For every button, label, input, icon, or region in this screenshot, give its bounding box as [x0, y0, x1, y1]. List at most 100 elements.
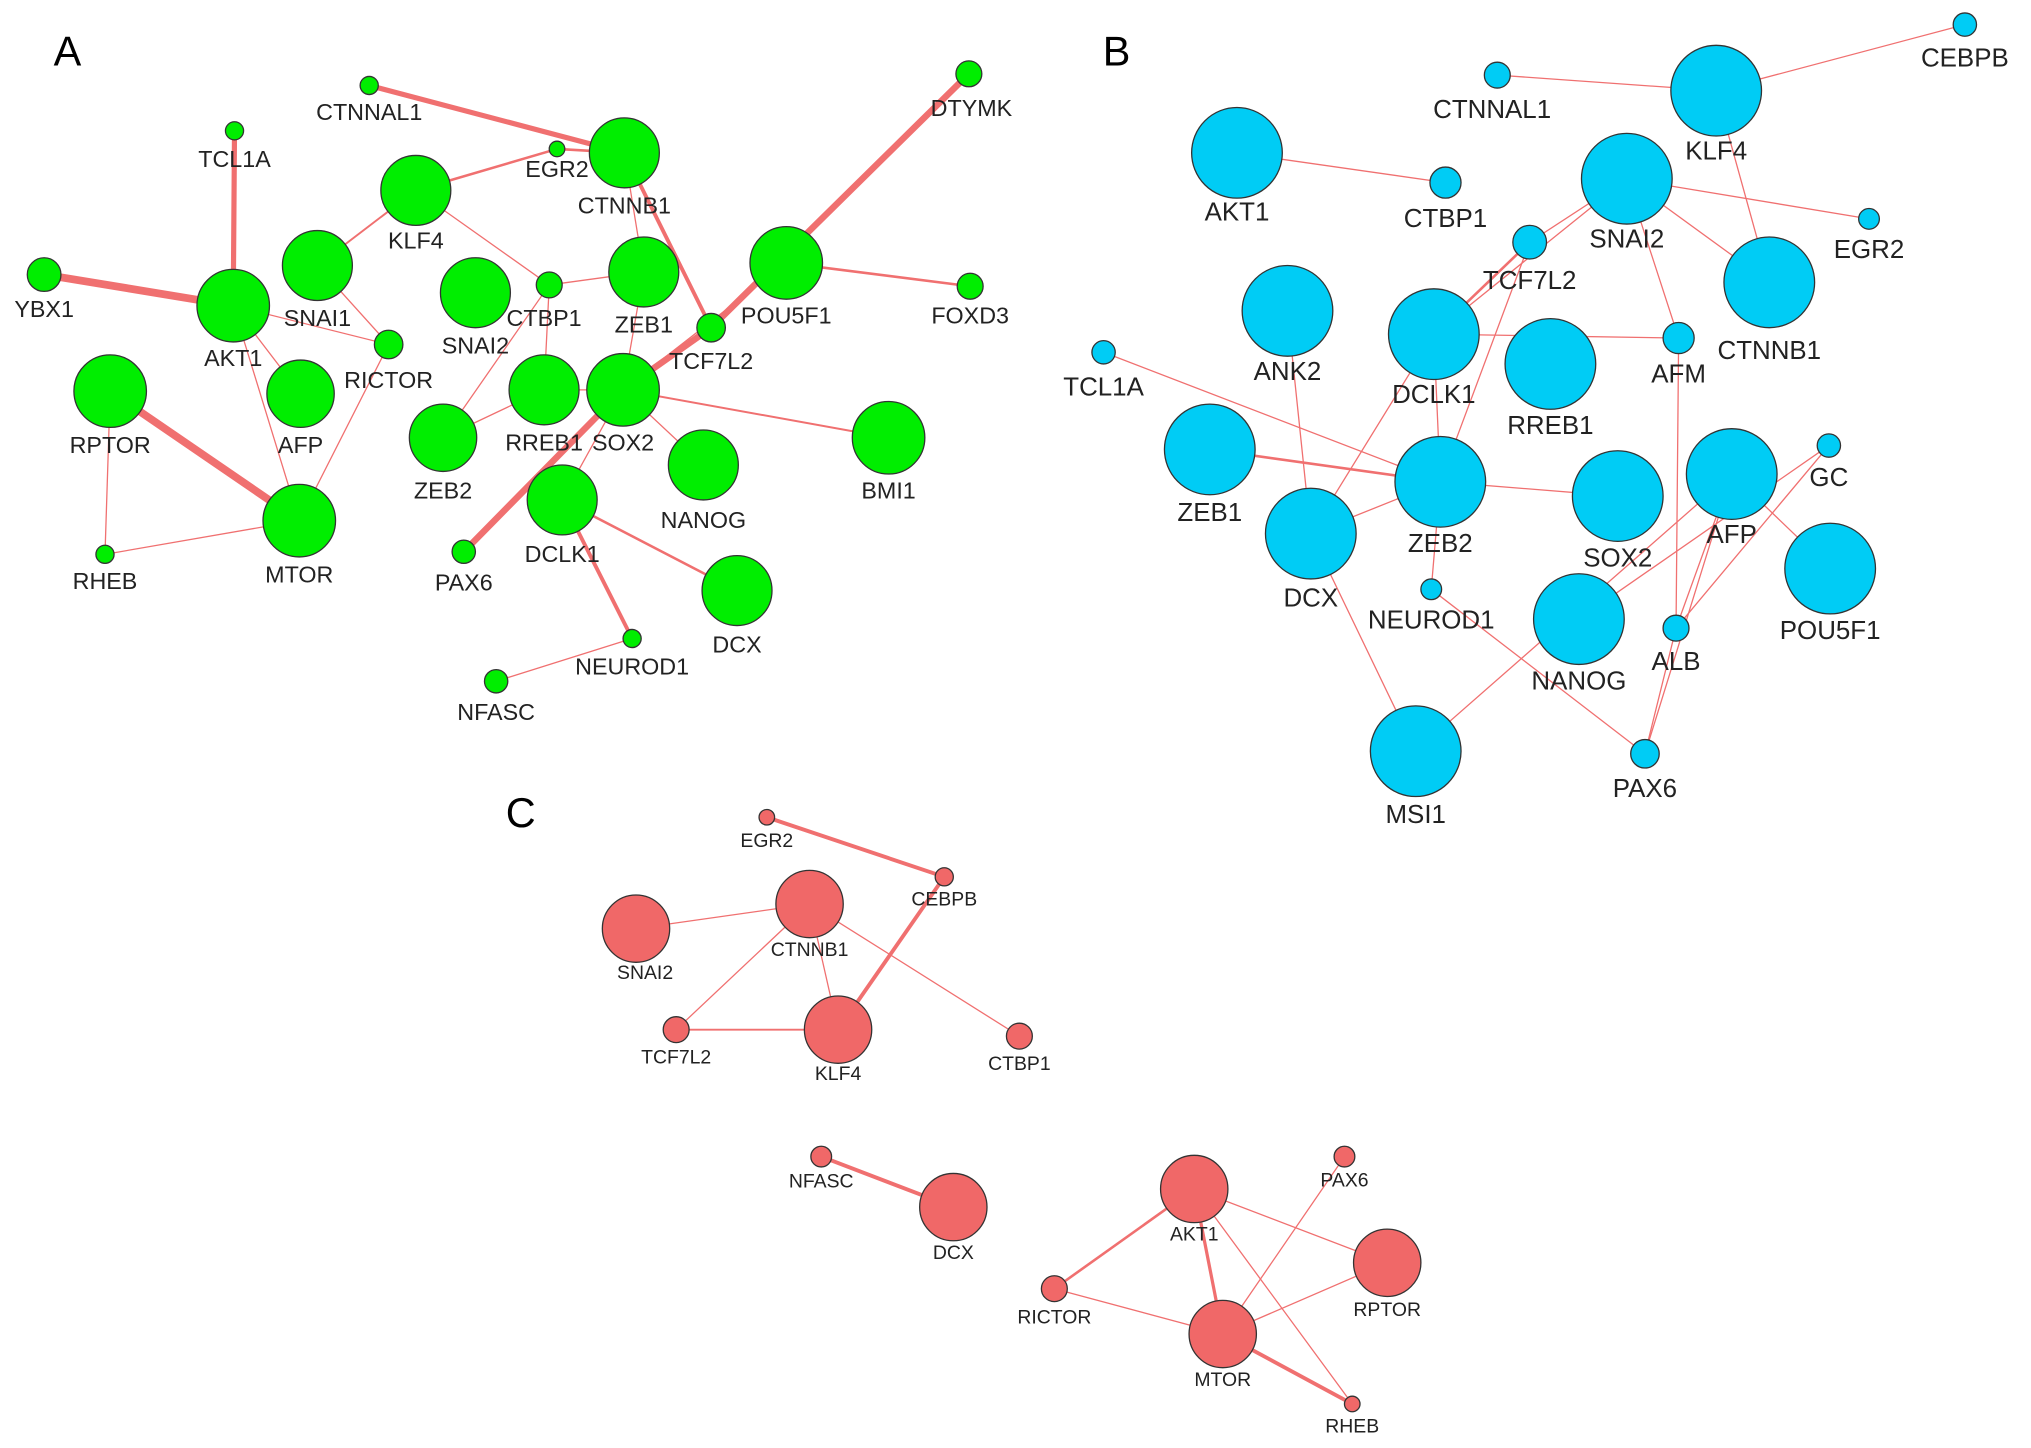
- node: [1532, 573, 1625, 666]
- node-label: EGR2: [1834, 236, 1905, 264]
- node: [1580, 132, 1673, 225]
- node-label: RREB1: [505, 429, 583, 455]
- node: [696, 312, 727, 343]
- node: [1264, 487, 1357, 580]
- node-label: RPTOR: [70, 432, 151, 458]
- node-label: DCLK1: [525, 541, 600, 567]
- node: [749, 226, 824, 300]
- node-label: ZEB1: [1177, 499, 1242, 527]
- node: [73, 354, 148, 429]
- node-label: SNAI2: [617, 962, 673, 984]
- node-label: AFM: [1651, 360, 1706, 388]
- node-label: CEBPB: [1921, 44, 2009, 72]
- node: [1670, 44, 1763, 137]
- node-label: DCX: [712, 631, 762, 657]
- node-label: CTNNAL1: [316, 99, 422, 125]
- node-label: SOX2: [592, 429, 654, 455]
- node-label: PAX6: [1613, 775, 1677, 803]
- node-label: ANK2: [1254, 358, 1322, 386]
- node: [266, 359, 335, 429]
- node: [775, 869, 844, 939]
- node-label: RICTOR: [1017, 1307, 1091, 1329]
- node: [1369, 705, 1462, 798]
- node-label: BMI1: [861, 477, 915, 503]
- node: [281, 229, 354, 302]
- node: [535, 271, 563, 299]
- node: [622, 628, 642, 649]
- node-label: SNAI1: [284, 305, 351, 331]
- node-label: NFASC: [789, 1171, 854, 1193]
- edges: [40, 23, 1966, 1406]
- node-label: MTOR: [265, 562, 333, 588]
- node-label: PAX6: [435, 569, 493, 595]
- node: [701, 554, 773, 627]
- node-label: KLF4: [388, 227, 444, 253]
- node-label: CTNNB1: [771, 939, 849, 961]
- node-label: SOX2: [1583, 544, 1652, 572]
- node-label: TCL1A: [198, 146, 271, 172]
- node: [1040, 1275, 1068, 1303]
- node: [526, 464, 598, 536]
- node: [1387, 288, 1480, 381]
- node-label: NEUROD1: [1368, 607, 1495, 635]
- node: [956, 272, 984, 300]
- node: [196, 268, 271, 343]
- node-label: POU5F1: [1780, 617, 1881, 645]
- node-label: SNAI2: [442, 332, 509, 358]
- node: [439, 257, 512, 329]
- node-label: CTNNB1: [1717, 337, 1821, 365]
- node-label: DCLK1: [1392, 381, 1475, 409]
- edge: [1102, 351, 1441, 483]
- node-label: ZEB1: [615, 312, 673, 338]
- node-label: RREB1: [1507, 412, 1593, 440]
- node-label: ALB: [1652, 648, 1701, 676]
- node-label: SNAI2: [1589, 226, 1664, 254]
- node-label: NANOG: [661, 507, 746, 533]
- edge: [707, 70, 973, 331]
- node: [1190, 106, 1283, 199]
- node: [548, 140, 566, 158]
- node: [1352, 1228, 1422, 1298]
- edge: [622, 388, 890, 439]
- node-label: TCL1A: [1063, 373, 1144, 401]
- node-label: NFASC: [457, 699, 535, 725]
- node-label: NEUROD1: [575, 653, 689, 679]
- node: [483, 668, 509, 694]
- node: [601, 894, 671, 963]
- node: [1429, 166, 1462, 199]
- node-label: ZEB2: [1408, 530, 1473, 558]
- node: [1394, 435, 1487, 528]
- node: [1662, 321, 1695, 355]
- panel-letter: B: [1103, 27, 1131, 74]
- node-label: POU5F1: [741, 302, 832, 328]
- edge: [1675, 444, 1830, 629]
- node: [667, 429, 739, 501]
- node-label: TCF7L2: [669, 348, 753, 374]
- node: [1685, 428, 1778, 521]
- edge: [1675, 337, 1680, 629]
- node-label: AFP: [278, 432, 323, 458]
- node: [1504, 317, 1597, 410]
- node: [1784, 522, 1877, 615]
- node: [373, 329, 404, 360]
- node-label: CTBP1: [1404, 205, 1487, 233]
- node: [1091, 339, 1116, 365]
- node: [803, 995, 873, 1064]
- edge: [1193, 1188, 1388, 1264]
- edge: [232, 305, 300, 522]
- node-label: KLF4: [1685, 138, 1747, 166]
- node: [919, 1172, 988, 1242]
- edge: [1578, 444, 1830, 620]
- node-label: CTNNB1: [578, 192, 671, 218]
- node-label: RHEB: [73, 568, 138, 594]
- node: [1858, 207, 1881, 230]
- node: [1816, 433, 1842, 458]
- node: [608, 236, 680, 308]
- edge: [1644, 473, 1733, 755]
- node: [1188, 1299, 1258, 1369]
- node: [934, 867, 954, 887]
- edge: [1222, 1155, 1346, 1335]
- edge: [1644, 627, 1677, 755]
